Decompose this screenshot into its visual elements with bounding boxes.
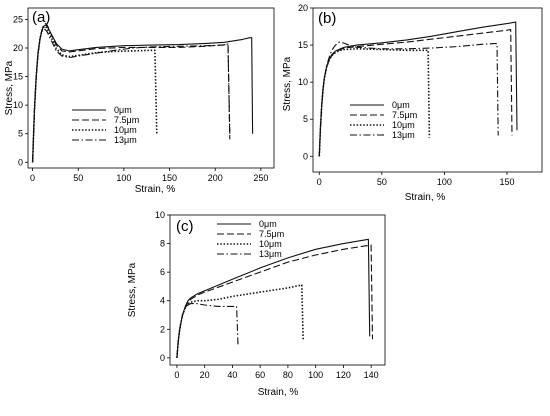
y-tick-label: 5: [303, 114, 308, 124]
y-tick-label: 15: [13, 72, 23, 82]
legend-label: 13μm: [392, 130, 415, 140]
y-tick-label: 2: [160, 324, 165, 334]
x-axis-label: Strain, %: [135, 184, 176, 195]
x-tick-label: 250: [253, 173, 268, 183]
legend-label: 0μm: [259, 219, 277, 229]
y-tick-label: 0: [160, 353, 165, 363]
x-tick-label: 100: [437, 177, 452, 187]
y-axis-label: Stress, MPa: [282, 56, 293, 111]
y-axis-label: Stress, MPa: [4, 60, 15, 115]
chart-panel-2: 0 50 100 150 0 5 10 15 20 Strain, % Stress, MPa (b)…: [282, 3, 543, 203]
x-tick-label: 0: [30, 173, 35, 183]
series-line-13μm: [318, 41, 499, 157]
x-axis-label: Strain, %: [258, 387, 299, 398]
plot-frame: [27, 7, 275, 169]
x-tick-label: 140: [364, 370, 379, 380]
x-tick-label: 100: [116, 173, 131, 183]
y-tick-label: 25: [13, 14, 23, 24]
legend-label: 7.5μm: [259, 229, 284, 239]
panel-label: (a): [32, 9, 50, 26]
y-tick-label: 6: [160, 267, 165, 277]
y-tick-label: 10: [13, 100, 23, 110]
x-tick-label: 40: [227, 370, 237, 380]
y-tick-label: 10: [298, 77, 308, 87]
y-tick-label: 0: [303, 151, 308, 161]
y-tick-label: 20: [298, 3, 308, 13]
legend-label: 7.5μm: [392, 110, 417, 120]
x-tick-label: 100: [308, 370, 323, 380]
x-tick-label: 0: [317, 177, 322, 187]
legend-label: 13μm: [114, 135, 137, 145]
y-tick-label: 0: [18, 157, 23, 167]
y-tick-label: 8: [160, 239, 165, 249]
y-tick-label: 5: [18, 129, 23, 139]
x-tick-label: 150: [499, 177, 514, 187]
chart-panel-3: 0 20 40 60 80 100 120 140 0 2 4 6 8 10 Strain, % Stress…: [127, 210, 386, 398]
x-tick-label: 200: [208, 173, 223, 183]
legend-label: 10μm: [392, 120, 415, 130]
y-axis-label: Stress, MPa: [127, 262, 138, 317]
plot-frame: [312, 7, 543, 173]
y-tick-label: 20: [13, 43, 23, 53]
panel-label: (b): [318, 10, 336, 27]
y-tick-label: 4: [160, 296, 165, 306]
series-line-10μm: [176, 284, 304, 358]
panel-label: (c): [176, 218, 194, 235]
series-line-13μm: [176, 303, 239, 358]
legend-label: 10μm: [114, 125, 137, 135]
series-line-7.5μm: [32, 22, 231, 163]
x-tick-label: 50: [377, 177, 387, 187]
x-tick-label: 80: [283, 370, 293, 380]
x-tick-label: 120: [336, 370, 351, 380]
legend-label: 13μm: [259, 249, 282, 259]
legend-label: 0μm: [392, 100, 410, 110]
y-tick-label: 10: [155, 210, 165, 220]
x-tick-label: 50: [73, 173, 83, 183]
series-line-7.5μm: [176, 244, 374, 358]
series-line-10μm: [318, 48, 431, 157]
x-tick-label: 20: [200, 370, 210, 380]
series-line-0μm: [318, 21, 518, 157]
x-tick-label: 150: [162, 173, 177, 183]
x-tick-label: 60: [255, 370, 265, 380]
plot-frame: [169, 214, 386, 366]
series-line-7.5μm: [318, 28, 513, 157]
legend-label: 0μm: [114, 105, 132, 115]
legend-label: 7.5μm: [114, 115, 139, 125]
series-line-10μm: [31, 25, 158, 163]
chart-panel-1: 0 50 100 150 200 250 0 5 10 15 20 25 Strain, % Stress…: [4, 7, 275, 195]
x-tick-label: 0: [174, 370, 179, 380]
y-tick-label: 15: [298, 40, 308, 50]
legend-label: 10μm: [259, 239, 282, 249]
series-line-13μm: [32, 28, 231, 163]
x-axis-label: Strain, %: [405, 192, 446, 203]
